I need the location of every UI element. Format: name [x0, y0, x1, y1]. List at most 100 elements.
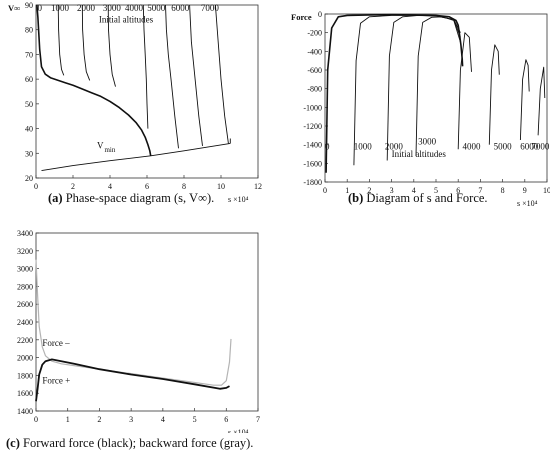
- y-axis-label: Force: [291, 12, 312, 22]
- x-tick-label: 7: [256, 415, 260, 424]
- y-tick-label: 50: [25, 100, 33, 109]
- x-tick-label: 0: [34, 415, 38, 424]
- x-tick-label: 8: [501, 186, 505, 195]
- y-tick-label: -800: [307, 85, 322, 94]
- x-tick-label: 4: [108, 182, 112, 191]
- series-line-2: [81, 4, 91, 81]
- altitude-label: 0: [37, 3, 42, 13]
- y-tick-label: -1800: [303, 178, 322, 187]
- x-tick-label: 4: [161, 415, 165, 424]
- x-axis-label: s ×10⁴: [228, 195, 249, 204]
- annotation-initial-altitudes: Initial altitudes: [99, 14, 154, 24]
- caption-c: (c) Forward force (black); backward forc…: [6, 436, 254, 450]
- x-tick-label: 10: [543, 186, 550, 195]
- legend-force-minus: Force –: [42, 338, 70, 348]
- x-tick-label: 0: [323, 186, 327, 195]
- y-tick-label: -200: [307, 29, 322, 38]
- y-tick-label: 60: [25, 75, 33, 84]
- x-tick-label: 3: [129, 415, 133, 424]
- x-tick-label: 10: [217, 182, 225, 191]
- series-line-6: [189, 4, 203, 146]
- annotation-vmin-subscript: min: [104, 146, 115, 154]
- y-tick-label: 1600: [17, 389, 33, 398]
- altitude-label: 4000: [463, 141, 482, 151]
- x-tick-label: 2: [367, 186, 371, 195]
- x-tick-label: 4: [412, 186, 416, 195]
- altitude-label: 5000: [494, 141, 512, 151]
- chart-a: 0 2 4 6 8 10 12 20 30 40 50 60 70 80 90 s ×10⁴ V∞ 0 1000 20…: [8, 1, 262, 204]
- y-tick-label: 0: [318, 10, 322, 19]
- y-tick-label: 3400: [17, 229, 33, 238]
- series-line-2: [386, 14, 461, 161]
- y-tick-label: 1800: [17, 371, 33, 380]
- y-tick-label: -1400: [303, 141, 322, 150]
- altitude-label: 0: [325, 141, 330, 151]
- y-tick-label: 40: [25, 125, 33, 134]
- x-tick-label: 1: [66, 415, 70, 424]
- y-tick-label: -400: [307, 47, 322, 56]
- series-line-5: [488, 44, 500, 145]
- y-tick-label: 3200: [17, 247, 33, 256]
- series-line-7: [537, 66, 546, 136]
- altitude-label: 2000: [385, 141, 404, 151]
- x-tick-label: 12: [254, 182, 262, 191]
- altitude-label: 1000: [354, 141, 373, 151]
- y-tick-label: 70: [25, 50, 33, 59]
- series-line-1: [35, 358, 230, 402]
- y-tick-label: -1200: [303, 122, 322, 131]
- altitude-label: 3000: [103, 3, 122, 13]
- x-tick-label: 2: [97, 415, 101, 424]
- series-line-4: [457, 32, 472, 150]
- y-tick-label: 1400: [17, 407, 33, 416]
- x-tick-label: 3: [390, 186, 394, 195]
- series-line-8: [41, 142, 231, 172]
- altitude-label: 7000: [201, 3, 220, 13]
- chart-c: 0 1 2 3 4 5 6 7 1400 1600 1800 2000 2200 2400 2600 2800…: [17, 229, 260, 433]
- y-tick-label: 2400: [17, 318, 33, 327]
- x-tick-label: 5: [193, 415, 197, 424]
- x-tick-label: 2: [71, 182, 75, 191]
- altitude-label: 7000: [531, 141, 550, 151]
- y-tick-label: 2000: [17, 354, 33, 363]
- x-tick-label: 1: [345, 186, 349, 195]
- x-tick-label: 5: [434, 186, 438, 195]
- x-tick-label: 9: [523, 186, 527, 195]
- series-line-1: [57, 4, 65, 76]
- series-line-3: [415, 16, 461, 156]
- y-tick-label: 20: [25, 174, 33, 183]
- x-axis-label: s ×10⁴: [228, 428, 249, 433]
- annotation-initial-altitudes: Initial altitudes: [392, 149, 447, 159]
- y-tick-label: 2600: [17, 300, 33, 309]
- altitude-label: 2000: [77, 3, 96, 13]
- y-tick-label: 2200: [17, 336, 33, 345]
- series-line-3: [107, 4, 116, 87]
- x-tick-label: 8: [182, 182, 186, 191]
- y-tick-label: 2800: [17, 282, 33, 291]
- series-line-5: [165, 4, 179, 149]
- series-line-0: [35, 259, 232, 386]
- x-axis-label: s ×10⁴: [517, 199, 538, 208]
- y-tick-label: 3000: [17, 265, 33, 274]
- x-tick-label: 6: [456, 186, 460, 195]
- altitude-label: 3000: [418, 137, 437, 147]
- series-line-6: [519, 59, 530, 141]
- caption-a: (a) Phase-space diagram (s, V∞).: [48, 191, 215, 205]
- altitude-label: 6000: [171, 3, 190, 13]
- y-tick-label: 80: [25, 26, 33, 35]
- chart-b: 0 1 2 3 4 5 6 7 8 9 10 0 -200 -400 -600 -800 -1000 -1200 -…: [291, 10, 550, 208]
- legend-force-plus: Force +: [42, 375, 70, 385]
- y-tick-label: -600: [307, 66, 322, 75]
- y-tick-label: 30: [25, 149, 33, 158]
- series-line-0: [36, 4, 152, 156]
- x-tick-label: 0: [34, 182, 38, 191]
- annotation-vmin: V: [97, 140, 104, 150]
- altitude-label: 5000: [147, 3, 166, 13]
- y-tick-label: 90: [25, 1, 33, 10]
- y-tick-label: -1000: [303, 103, 322, 112]
- x-tick-label: 6: [224, 415, 228, 424]
- y-axis-label: V∞: [8, 3, 20, 13]
- y-tick-label: -1600: [303, 159, 322, 168]
- series-line-7: [214, 4, 229, 144]
- x-tick-label: 6: [145, 182, 149, 191]
- altitude-label: 4000: [125, 3, 144, 13]
